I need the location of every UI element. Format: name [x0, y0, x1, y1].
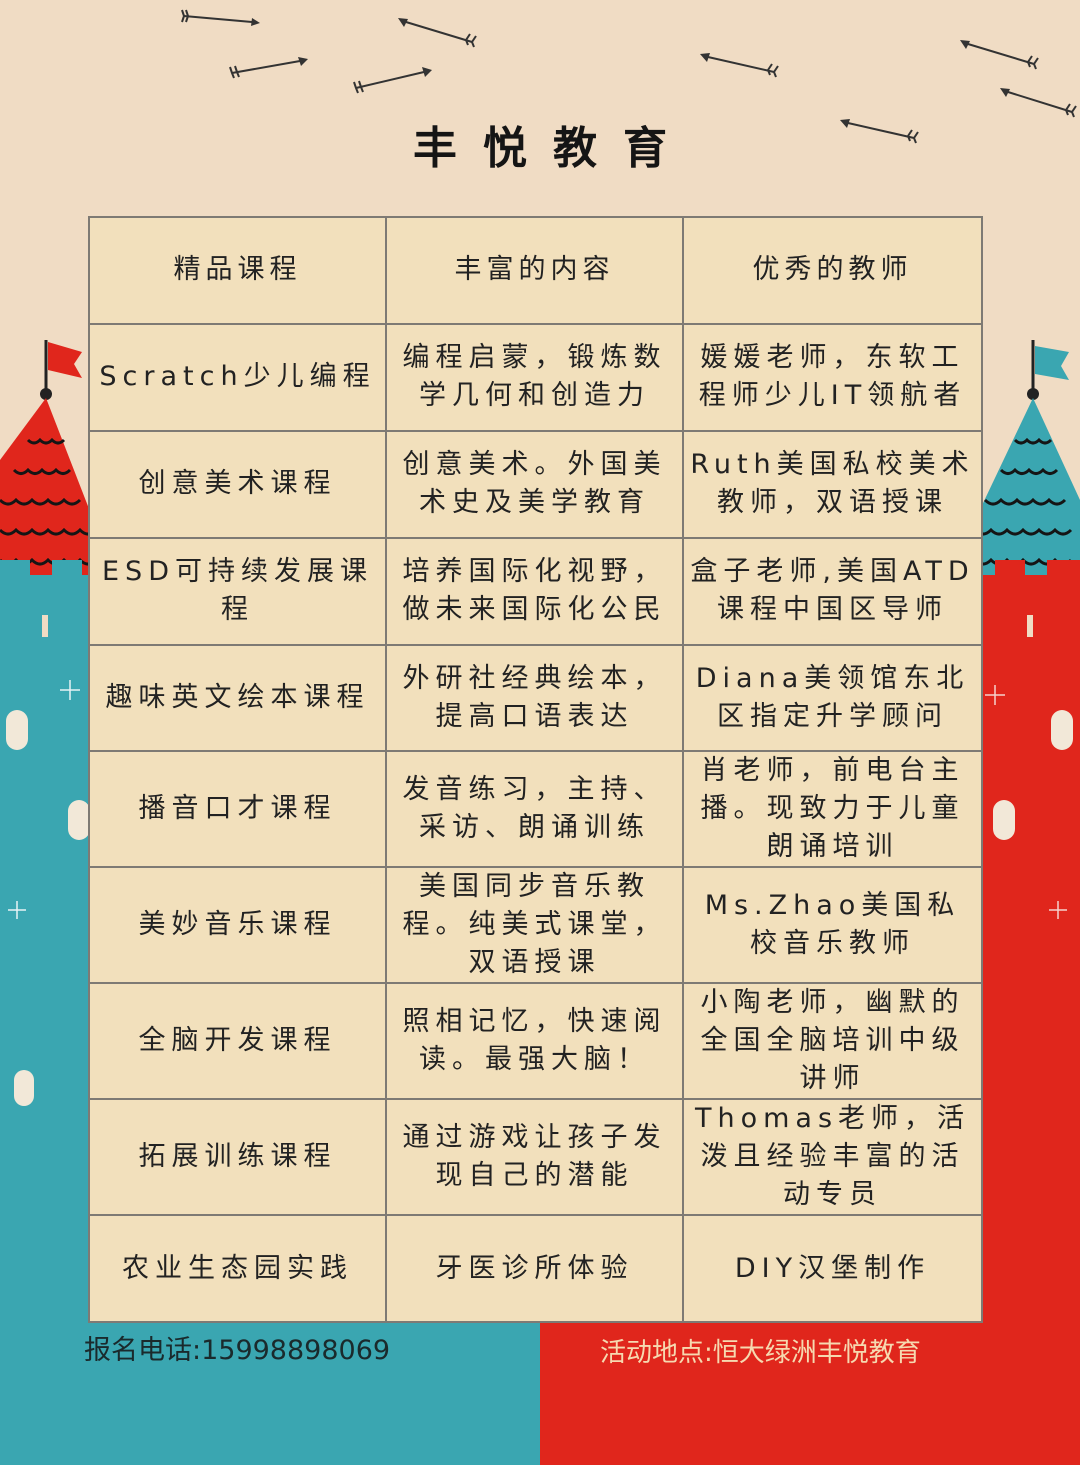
course-cell: 拓展训练课程 [88, 1098, 387, 1217]
arrow-icon [700, 53, 779, 78]
flag-icon [48, 342, 82, 378]
content-cell: 培养国际化视野，做未来国际化公民 [385, 536, 684, 646]
content-cell: 发音练习，主持、采访、朗诵训练 [385, 750, 684, 869]
table-row: 趣味英文绘本课程 外研社经典绘本，提高口语表达 Diana美领馆东北区指定升学顾… [88, 643, 983, 753]
course-cell: 播音口才课程 [88, 750, 387, 869]
teacher-cell: 盒子老师,美国ATD课程中国区导师 [682, 536, 983, 646]
course-cell: 美妙音乐课程 [88, 866, 387, 985]
teacher-cell: Ms.Zhao美国私校音乐教师 [682, 866, 983, 985]
teacher-cell: DIY汉堡制作 [682, 1214, 983, 1324]
arrow-icon [229, 57, 308, 79]
content-cell: 美国同步音乐教程。纯美式课堂，双语授课 [385, 866, 684, 985]
teacher-cell: 媛媛老师，东软工程师少儿IT领航者 [682, 322, 983, 432]
arrow-icon [1000, 88, 1077, 118]
course-cell: ESD可持续发展课程 [88, 536, 387, 646]
content-cell: 编程启蒙，锻炼数学几何和创造力 [385, 322, 684, 432]
course-cell: 全脑开发课程 [88, 982, 387, 1101]
arrow-icon [960, 40, 1039, 70]
arrow-icon [181, 9, 260, 26]
course-table: 精品课程 丰富的内容 优秀的教师 Scratch少儿编程 编程启蒙，锻炼数学几何… [88, 216, 983, 1324]
table-row: 拓展训练课程 通过游戏让孩子发现自己的潜能 Thomas老师，活泼且经验丰富的活… [88, 1098, 983, 1217]
teacher-cell: 小陶老师，幽默的全国全脑培训中级讲师 [682, 982, 983, 1101]
course-table-container: 精品课程 丰富的内容 优秀的教师 Scratch少儿编程 编程启蒙，锻炼数学几何… [88, 216, 983, 1324]
page-title: 丰悦教育 [413, 123, 693, 174]
signup-phone: 报名电话:15998898069 [84, 1335, 391, 1366]
arrow-icon [840, 119, 919, 144]
teacher-cell: Diana美领馆东北区指定升学顾问 [682, 643, 983, 753]
flag-icon [1035, 346, 1069, 380]
table-row: 播音口才课程 发音练习，主持、采访、朗诵训练 肖老师，前电台主播。现致力于儿童朗… [88, 750, 983, 869]
castle-tower-right [975, 340, 1080, 1290]
arrow-icon [353, 67, 432, 94]
header-teachers: 优秀的教师 [682, 216, 983, 325]
table-row: 创意美术课程 创意美术。外国美术史及美学教育 Ruth美国私校美术教师，双语授课 [88, 429, 983, 539]
table-row: ESD可持续发展课程 培养国际化视野，做未来国际化公民 盒子老师,美国ATD课程… [88, 536, 983, 646]
course-cell: 创意美术课程 [88, 429, 387, 539]
content-cell: 外研社经典绘本，提高口语表达 [385, 643, 684, 753]
event-address: 活动地点:恒大绿洲丰悦教育 [600, 1338, 921, 1368]
table-row: 美妙音乐课程 美国同步音乐教程。纯美式课堂，双语授课 Ms.Zhao美国私校音乐… [88, 866, 983, 985]
course-cell: 趣味英文绘本课程 [88, 643, 387, 753]
content-cell: 照相记忆，快速阅读。最强大脑！ [385, 982, 684, 1101]
content-cell: 创意美术。外国美术史及美学教育 [385, 429, 684, 539]
content-cell: 牙医诊所体验 [385, 1214, 684, 1324]
teacher-cell: Ruth美国私校美术教师，双语授课 [682, 429, 983, 539]
content-cell: 通过游戏让孩子发现自己的潜能 [385, 1098, 684, 1217]
teacher-cell: Thomas老师，活泼且经验丰富的活动专员 [682, 1098, 983, 1217]
course-cell: Scratch少儿编程 [88, 322, 387, 432]
table-row: Scratch少儿编程 编程启蒙，锻炼数学几何和创造力 媛媛老师，东软工程师少儿… [88, 322, 983, 432]
castle-tower-left [0, 340, 105, 1290]
course-cell: 农业生态园实践 [88, 1214, 387, 1324]
arrow-icon [398, 18, 477, 48]
table-header-row: 精品课程 丰富的内容 优秀的教师 [88, 216, 983, 325]
header-content: 丰富的内容 [385, 216, 684, 325]
table-row: 农业生态园实践 牙医诊所体验 DIY汉堡制作 [88, 1214, 983, 1324]
header-courses: 精品课程 [88, 216, 387, 325]
teacher-cell: 肖老师，前电台主播。现致力于儿童朗诵培训 [682, 750, 983, 869]
table-row: 全脑开发课程 照相记忆，快速阅读。最强大脑！ 小陶老师，幽默的全国全脑培训中级讲… [88, 982, 983, 1101]
